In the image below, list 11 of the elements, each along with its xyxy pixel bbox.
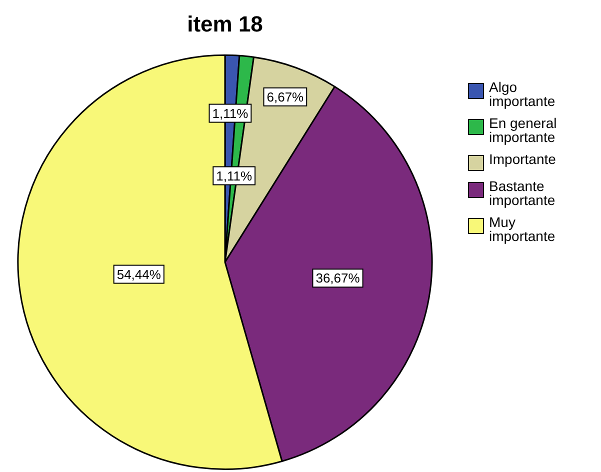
legend-label: Muy importante: [489, 214, 556, 244]
legend-label: En general importante: [489, 115, 558, 145]
chart-title: item 18: [187, 11, 263, 36]
legend-label: Algo importante: [489, 79, 556, 109]
data-label: 1,11%: [212, 106, 249, 121]
legend-label: Importante: [489, 151, 556, 167]
data-label: 36,67%: [316, 270, 360, 286]
legend-label: Bastante importante: [489, 178, 556, 208]
data-label: 54,44%: [116, 266, 162, 282]
data-label: 1,11%: [216, 168, 252, 184]
data-label: 6,67%: [266, 89, 304, 104]
